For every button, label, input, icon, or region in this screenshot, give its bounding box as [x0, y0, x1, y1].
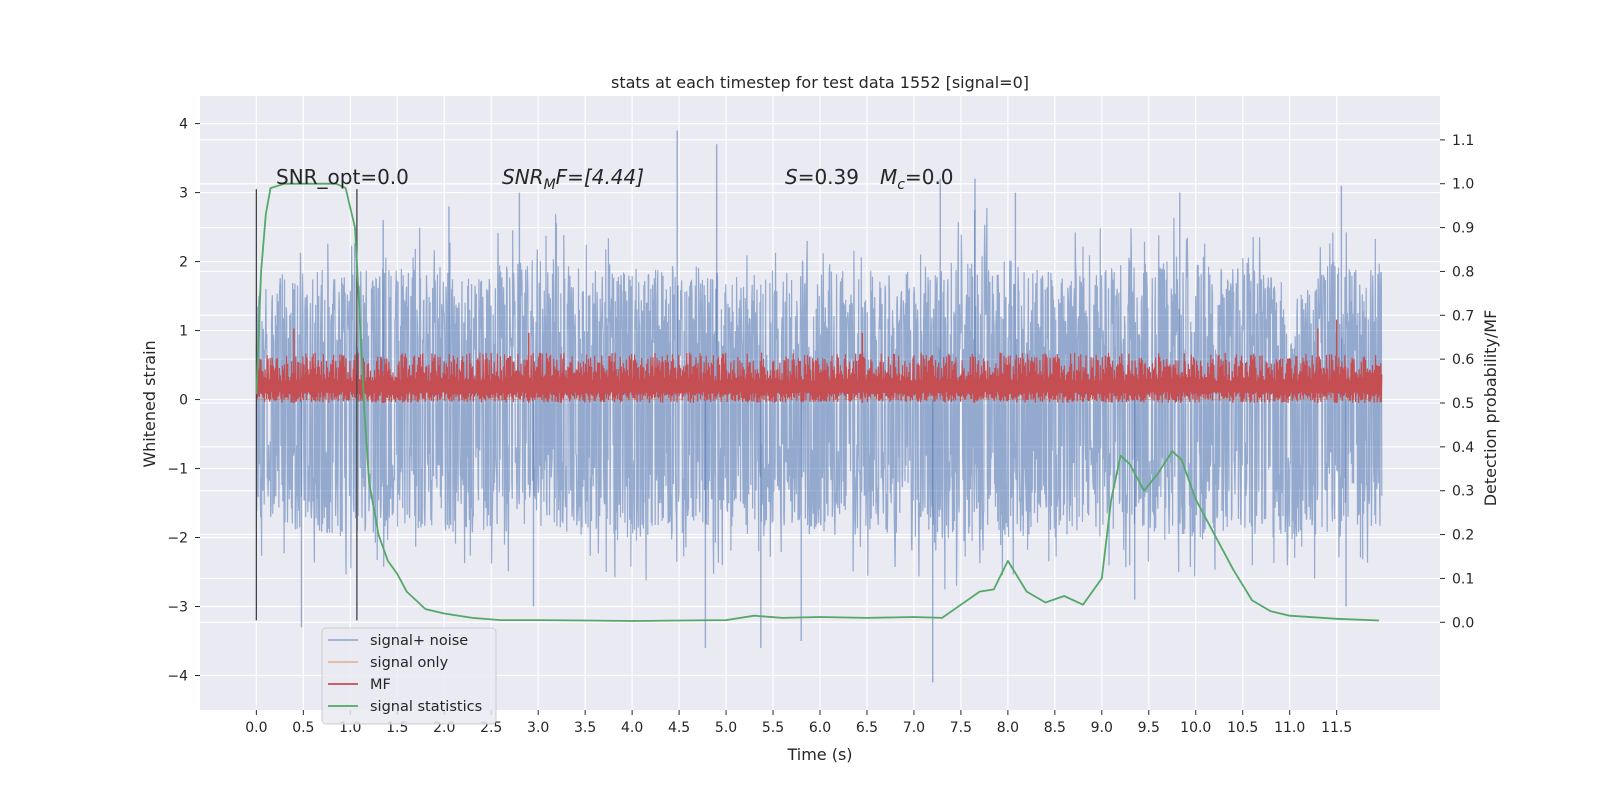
x-tick-label: 9.5	[1138, 720, 1160, 736]
y2-tick-label: 1.0	[1452, 177, 1474, 193]
annotation-mc: Mc=0.0	[880, 165, 954, 193]
y2-tick-label: 0.9	[1452, 221, 1474, 237]
s-value: =0.39	[798, 165, 859, 189]
y2-tick-label: 0.7	[1452, 308, 1474, 324]
x-tick-label: 11.5	[1321, 720, 1352, 736]
y-tick-label: 4	[179, 117, 188, 133]
legend-label: MF	[370, 677, 391, 693]
y2-tick-label: 0.8	[1452, 264, 1474, 280]
series-signal-statistics-line	[255, 182, 1379, 622]
y2-tick-label: 0.2	[1452, 528, 1474, 544]
x-tick-label: 5.5	[762, 720, 784, 736]
x-ticks: 0.0 0.5 1.0 1.5 2.0 2.5 3.0 3.5 4.0 4.5 5.0 5.5 6.0 6…	[245, 710, 1352, 736]
mc-symbol: M	[880, 165, 897, 189]
legend-label: signal only	[370, 655, 449, 671]
s-symbol: S	[785, 165, 798, 189]
x-tick-label: 7.0	[903, 720, 925, 736]
snr-mf-base: SNR	[502, 165, 544, 189]
legend-box	[321, 627, 497, 725]
mc-value: =0.0	[905, 165, 954, 189]
x-tick-label: 9.0	[1091, 720, 1113, 736]
stat-layer	[255, 182, 1379, 622]
snr-mf-rest: F=[4.44]	[556, 165, 644, 189]
x-tick-label: 5.0	[715, 720, 737, 736]
x-tick-label: 3.0	[527, 720, 549, 736]
y-tick-label: −4	[167, 669, 188, 685]
y2-tick-label: 0.0	[1452, 615, 1474, 631]
y2-tick-label: 0.6	[1452, 352, 1474, 368]
y2-tick-label: 0.4	[1452, 440, 1474, 456]
snr-mf-sub: M	[544, 177, 556, 193]
mc-sub: c	[897, 177, 905, 193]
x-tick-label: 0.0	[245, 720, 267, 736]
x-tick-label: 10.5	[1227, 720, 1258, 736]
x-tick-label: 6.5	[856, 720, 878, 736]
y2-ticks: 0.0 0.1 0.2 0.3 0.4 0.5 0.6 0.7 0.8 0.9 1.0 1.1	[1440, 133, 1474, 631]
x-tick-label: 3.5	[574, 720, 596, 736]
y2-tick-label: 0.3	[1452, 484, 1474, 500]
annotation-snr-mf: SNRMF=[4.44]	[502, 165, 644, 193]
y-tick-label: 3	[179, 186, 188, 202]
y2-tick-label: 0.5	[1452, 396, 1474, 412]
x-axis-label: Time (s)	[786, 745, 852, 764]
legend: signal+ noise signal only MF signal statist…	[321, 627, 497, 725]
y-axis-label: Whitened strain	[140, 340, 159, 467]
legend-label: signal+ noise	[370, 633, 468, 649]
y-tick-label: 2	[179, 255, 188, 271]
y-ticks: −4 −3 −2 −1 0 1 2 3 4	[167, 117, 200, 685]
y2-tick-label: 1.1	[1452, 133, 1474, 149]
y2-tick-label: 0.1	[1452, 571, 1474, 587]
mf-layer	[255, 319, 1383, 404]
y-tick-label: −2	[167, 531, 188, 547]
x-tick-label: 0.5	[292, 720, 314, 736]
chart-title: stats at each timestep for test data 155…	[611, 73, 1029, 92]
y-tick-label: −1	[167, 462, 188, 478]
x-tick-label: 8.0	[997, 720, 1019, 736]
x-tick-label: 10.0	[1180, 720, 1211, 736]
y-tick-label: 1	[179, 324, 188, 340]
annotation-snr-opt: SNR_opt=0.0	[276, 165, 409, 189]
x-tick-label: 4.5	[668, 720, 690, 736]
legend-label: signal statistics	[370, 699, 482, 715]
y2-axis-label: Detection probability/MF	[1481, 310, 1500, 507]
annotation-s: S=0.39	[785, 165, 859, 189]
series-mf-line	[255, 352, 1383, 404]
y-tick-label: −3	[167, 600, 188, 616]
x-tick-label: 6.0	[809, 720, 831, 736]
x-tick-label: 8.5	[1044, 720, 1066, 736]
x-tick-label: 11.0	[1274, 720, 1305, 736]
x-tick-label: 4.0	[621, 720, 643, 736]
y-tick-label: 0	[179, 393, 188, 409]
x-tick-label: 7.5	[950, 720, 972, 736]
